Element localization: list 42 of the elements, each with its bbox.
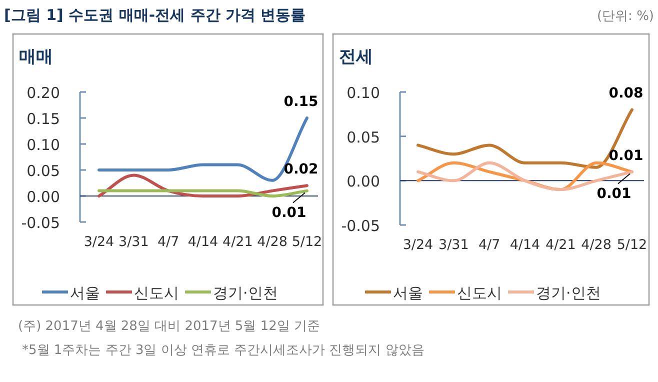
x-tick-label: 4/7	[478, 237, 500, 253]
data-label: 0.01	[608, 148, 644, 164]
x-tick-label: 4/14	[188, 234, 218, 250]
chart-title: 매매	[19, 47, 53, 67]
x-tick-label: 4/21	[222, 234, 253, 250]
y-tick-label: 0.00	[26, 188, 60, 206]
x-tick-label: 4/7	[157, 234, 180, 250]
x-tick-label: 4/21	[546, 237, 576, 253]
y-tick-label: 0.05	[346, 128, 380, 146]
data-label: 0.01	[272, 204, 306, 221]
legend-label: 경기·인천	[536, 284, 601, 302]
data-label: 0.01	[596, 186, 632, 202]
text: (단위: %)	[596, 9, 654, 24]
data-label: 0.02	[284, 162, 318, 178]
x-tick-label: 3/24	[84, 234, 114, 250]
y-tick-label: 0.15	[26, 110, 60, 128]
x-tick-label: 5/12	[616, 237, 648, 253]
text: *5월 1주차는 주간 3일 이상 연휴로 주간시세조사가 진행되지 않았음	[22, 343, 424, 358]
data-label: 0.15	[284, 94, 318, 110]
legend-label: 신도시	[134, 284, 179, 302]
y-tick-label: 0.10	[346, 84, 380, 102]
x-tick-label: 3/31	[118, 234, 149, 250]
x-tick-label: 5/12	[292, 234, 322, 250]
y-tick-label: 0.05	[26, 162, 60, 180]
x-tick-label: 4/14	[510, 237, 540, 253]
legend-label: 서울	[70, 284, 100, 302]
x-tick-label: 4/28	[581, 237, 612, 253]
y-tick-label: 0.00	[346, 172, 380, 191]
y-tick-label: -0.05	[341, 217, 380, 235]
text: [그림 1] 수도권 매매-전세 주간 가격 변동률	[4, 6, 306, 24]
x-tick-label: 4/28	[257, 234, 288, 250]
text: (주) 2017년 4월 28일 대비 2017년 5월 12일 기준	[18, 319, 320, 334]
x-tick-label: 3/31	[438, 237, 469, 253]
y-tick-label: -0.05	[21, 214, 60, 232]
y-tick-label: 0.10	[26, 136, 60, 154]
chart-title: 전세	[339, 47, 373, 67]
x-tick-label: 3/24	[402, 237, 434, 253]
legend-label: 신도시	[457, 284, 502, 302]
y-tick-label: 0.20	[26, 84, 60, 102]
legend-label: 서울	[393, 284, 423, 302]
legend-label: 경기·인천	[213, 284, 278, 302]
data-label: 0.08	[608, 86, 644, 102]
